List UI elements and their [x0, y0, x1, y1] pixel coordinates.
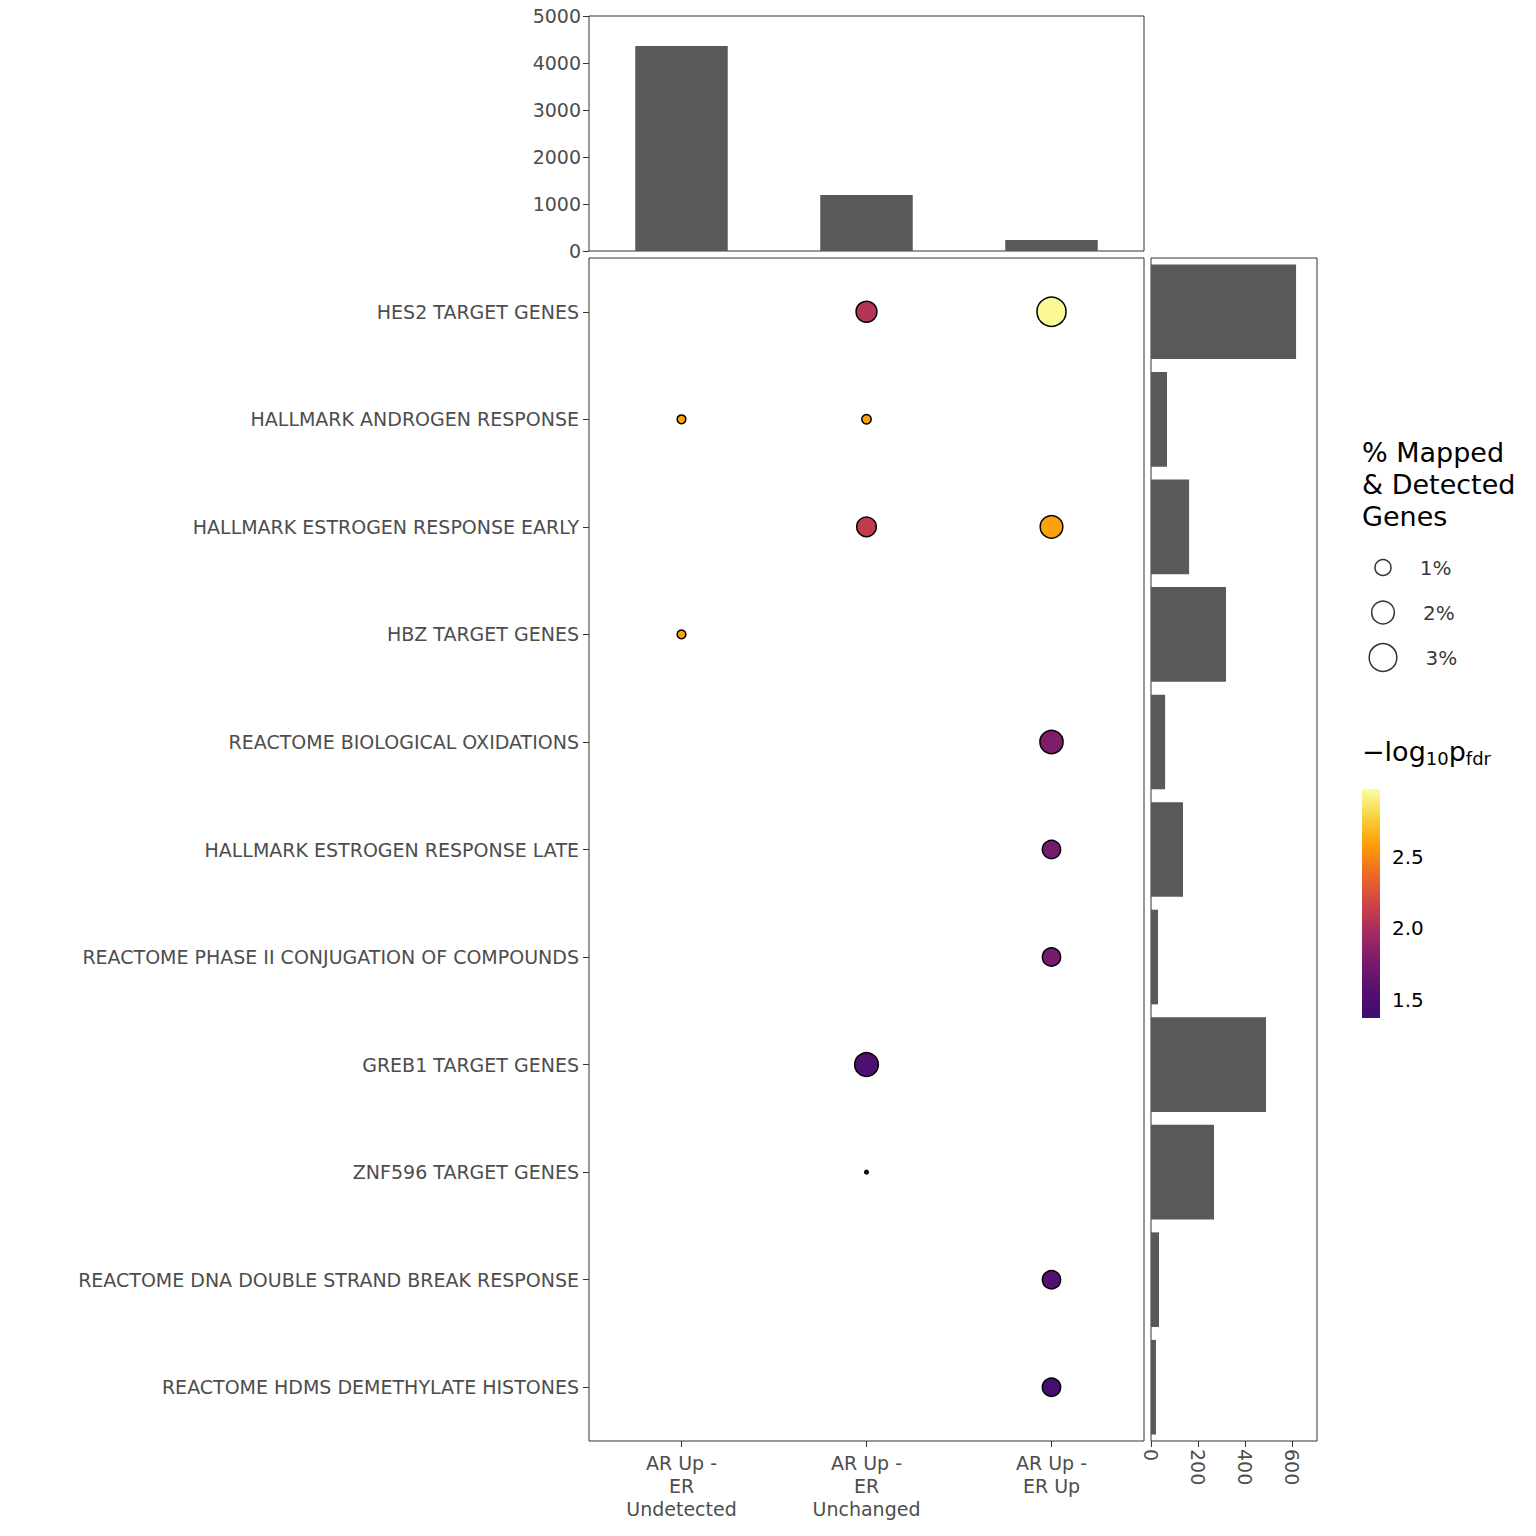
svg-text:400: 400 [1234, 1449, 1256, 1485]
svg-text:AR Up -: AR Up - [831, 1452, 902, 1474]
svg-text:AR Up -: AR Up - [646, 1452, 717, 1474]
svg-text:GREB1 TARGET GENES: GREB1 TARGET GENES [362, 1054, 579, 1076]
svg-text:REACTOME PHASE II CONJUGATION: REACTOME PHASE II CONJUGATION OF COMPOUN… [82, 946, 579, 968]
svg-text:3000: 3000 [533, 99, 581, 121]
svg-text:REACTOME DNA DOUBLE STRAND BRE: REACTOME DNA DOUBLE STRAND BREAK RESPONS… [78, 1269, 579, 1291]
svg-text:HALLMARK ESTROGEN RESPONSE EAR: HALLMARK ESTROGEN RESPONSE EARLY [193, 516, 580, 538]
svg-text:Unchanged: Unchanged [813, 1498, 921, 1520]
svg-text:Undetected: Undetected [626, 1498, 736, 1520]
svg-text:4000: 4000 [533, 52, 581, 74]
svg-text:HES2 TARGET GENES: HES2 TARGET GENES [377, 301, 579, 323]
svg-text:2%: 2% [1423, 601, 1455, 625]
svg-text:HALLMARK ANDROGEN RESPONSE: HALLMARK ANDROGEN RESPONSE [251, 408, 579, 430]
svg-text:2000: 2000 [533, 146, 581, 168]
svg-text:HALLMARK ESTROGEN RESPONSE LAT: HALLMARK ESTROGEN RESPONSE LATE [204, 839, 579, 861]
svg-text:5000: 5000 [533, 5, 581, 27]
svg-text:p: p [1449, 736, 1466, 767]
svg-text:10: 10 [1426, 748, 1449, 769]
svg-text:fdr: fdr [1466, 748, 1492, 769]
svg-text:& Detected: & Detected [1362, 469, 1515, 500]
svg-text:ZNF596 TARGET GENES: ZNF596 TARGET GENES [353, 1161, 579, 1183]
svg-text:Genes: Genes [1362, 501, 1447, 532]
svg-text:2.5: 2.5 [1392, 845, 1424, 869]
svg-text:1000: 1000 [533, 193, 581, 215]
svg-text:1%: 1% [1420, 556, 1452, 580]
svg-text:600: 600 [1281, 1449, 1303, 1485]
svg-text:200: 200 [1187, 1449, 1209, 1485]
svg-text:ER: ER [669, 1475, 694, 1497]
svg-text:REACTOME HDMS DEMETHYLATE HIST: REACTOME HDMS DEMETHYLATE HISTONES [162, 1376, 579, 1398]
svg-text:−log: −log [1362, 736, 1426, 767]
svg-text:1.5: 1.5 [1392, 988, 1424, 1012]
svg-text:0: 0 [569, 240, 581, 262]
svg-text:3%: 3% [1426, 646, 1458, 670]
svg-text:0: 0 [1140, 1449, 1162, 1461]
svg-text:2.0: 2.0 [1392, 916, 1424, 940]
svg-text:AR Up -: AR Up - [1016, 1452, 1087, 1474]
svg-text:ER: ER [854, 1475, 879, 1497]
svg-text:REACTOME BIOLOGICAL OXIDATIONS: REACTOME BIOLOGICAL OXIDATIONS [229, 731, 579, 753]
svg-text:HBZ TARGET GENES: HBZ TARGET GENES [387, 623, 579, 645]
svg-text:ER Up: ER Up [1023, 1475, 1080, 1497]
svg-text:% Mapped: % Mapped [1362, 437, 1504, 468]
